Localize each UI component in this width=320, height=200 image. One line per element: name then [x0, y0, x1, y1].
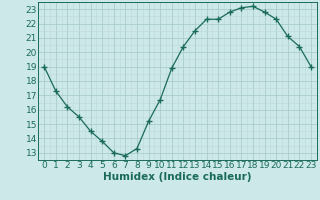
X-axis label: Humidex (Indice chaleur): Humidex (Indice chaleur): [103, 172, 252, 182]
